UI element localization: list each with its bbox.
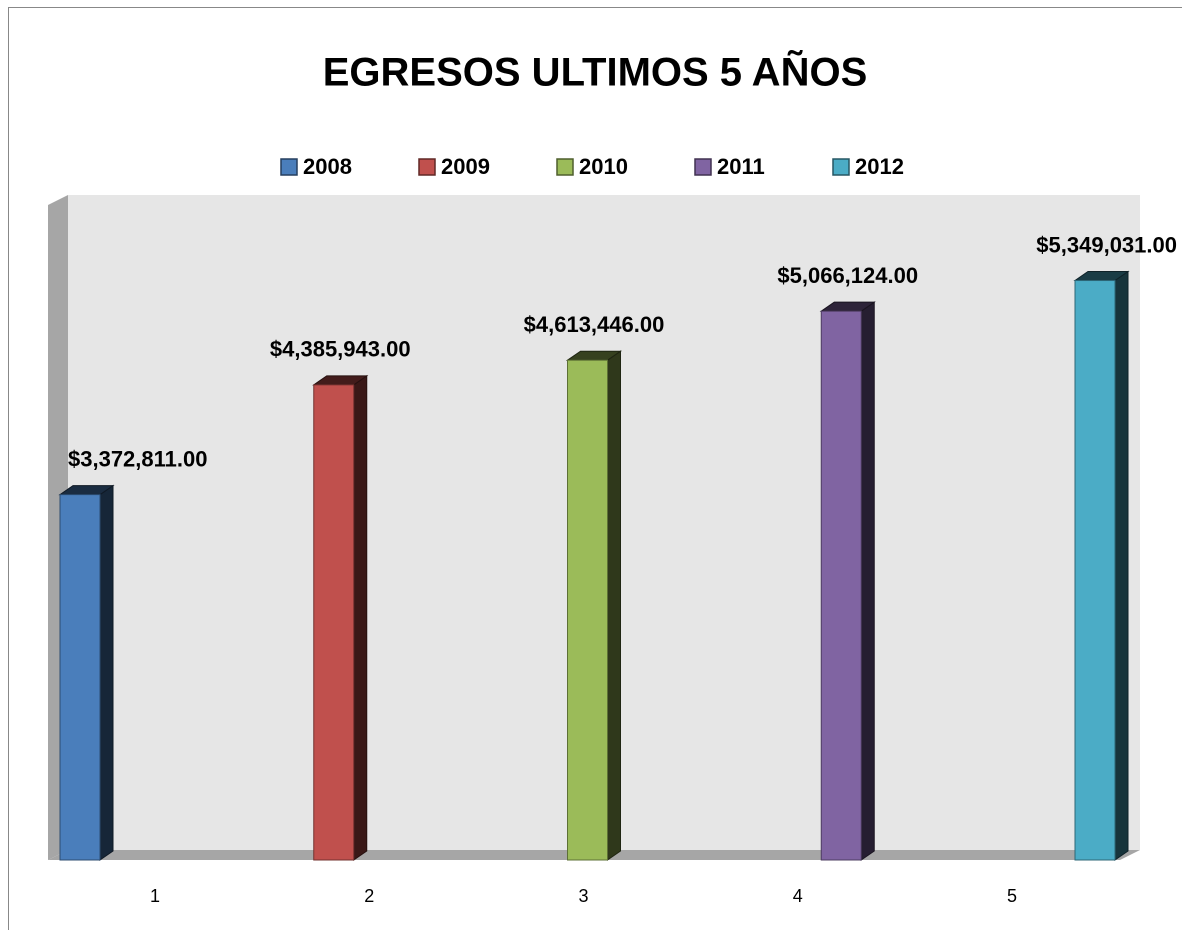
- bar-side: [99, 484, 114, 861]
- legend-label: 2008: [303, 154, 352, 179]
- x-tick-label: 5: [1007, 886, 1017, 906]
- bar: [313, 384, 355, 861]
- x-tick-label: 3: [578, 886, 588, 906]
- bar: [820, 310, 862, 861]
- legend-swatch: [280, 158, 298, 176]
- legend-swatch: [832, 158, 850, 176]
- bar-side: [1114, 270, 1129, 861]
- bar: [59, 494, 101, 861]
- legend-label: 2010: [579, 154, 628, 179]
- bar: [1074, 280, 1116, 861]
- bar-side: [860, 301, 875, 861]
- legend-label: 2012: [855, 154, 904, 179]
- x-tick-label: 1: [150, 886, 160, 906]
- legend-label: 2009: [441, 154, 490, 179]
- legend-label: 2011: [717, 154, 765, 179]
- chart-title: EGRESOS ULTIMOS 5 AÑOS: [323, 49, 868, 95]
- bar-side: [607, 350, 621, 861]
- data-label: $5,066,124.00: [777, 263, 918, 288]
- data-label: $3,372,811.00: [68, 446, 207, 471]
- x-tick-label: 4: [793, 886, 803, 906]
- bar: [567, 359, 608, 861]
- data-label: $4,613,446.00: [524, 312, 665, 337]
- data-label: $4,385,943.00: [270, 337, 411, 362]
- data-label: $5,349,031.00: [1036, 232, 1177, 257]
- x-tick-label: 2: [364, 886, 374, 906]
- legend-swatch: [418, 158, 436, 176]
- legend-swatch: [556, 158, 574, 176]
- legend-swatch: [694, 158, 712, 176]
- bar-side: [353, 374, 368, 861]
